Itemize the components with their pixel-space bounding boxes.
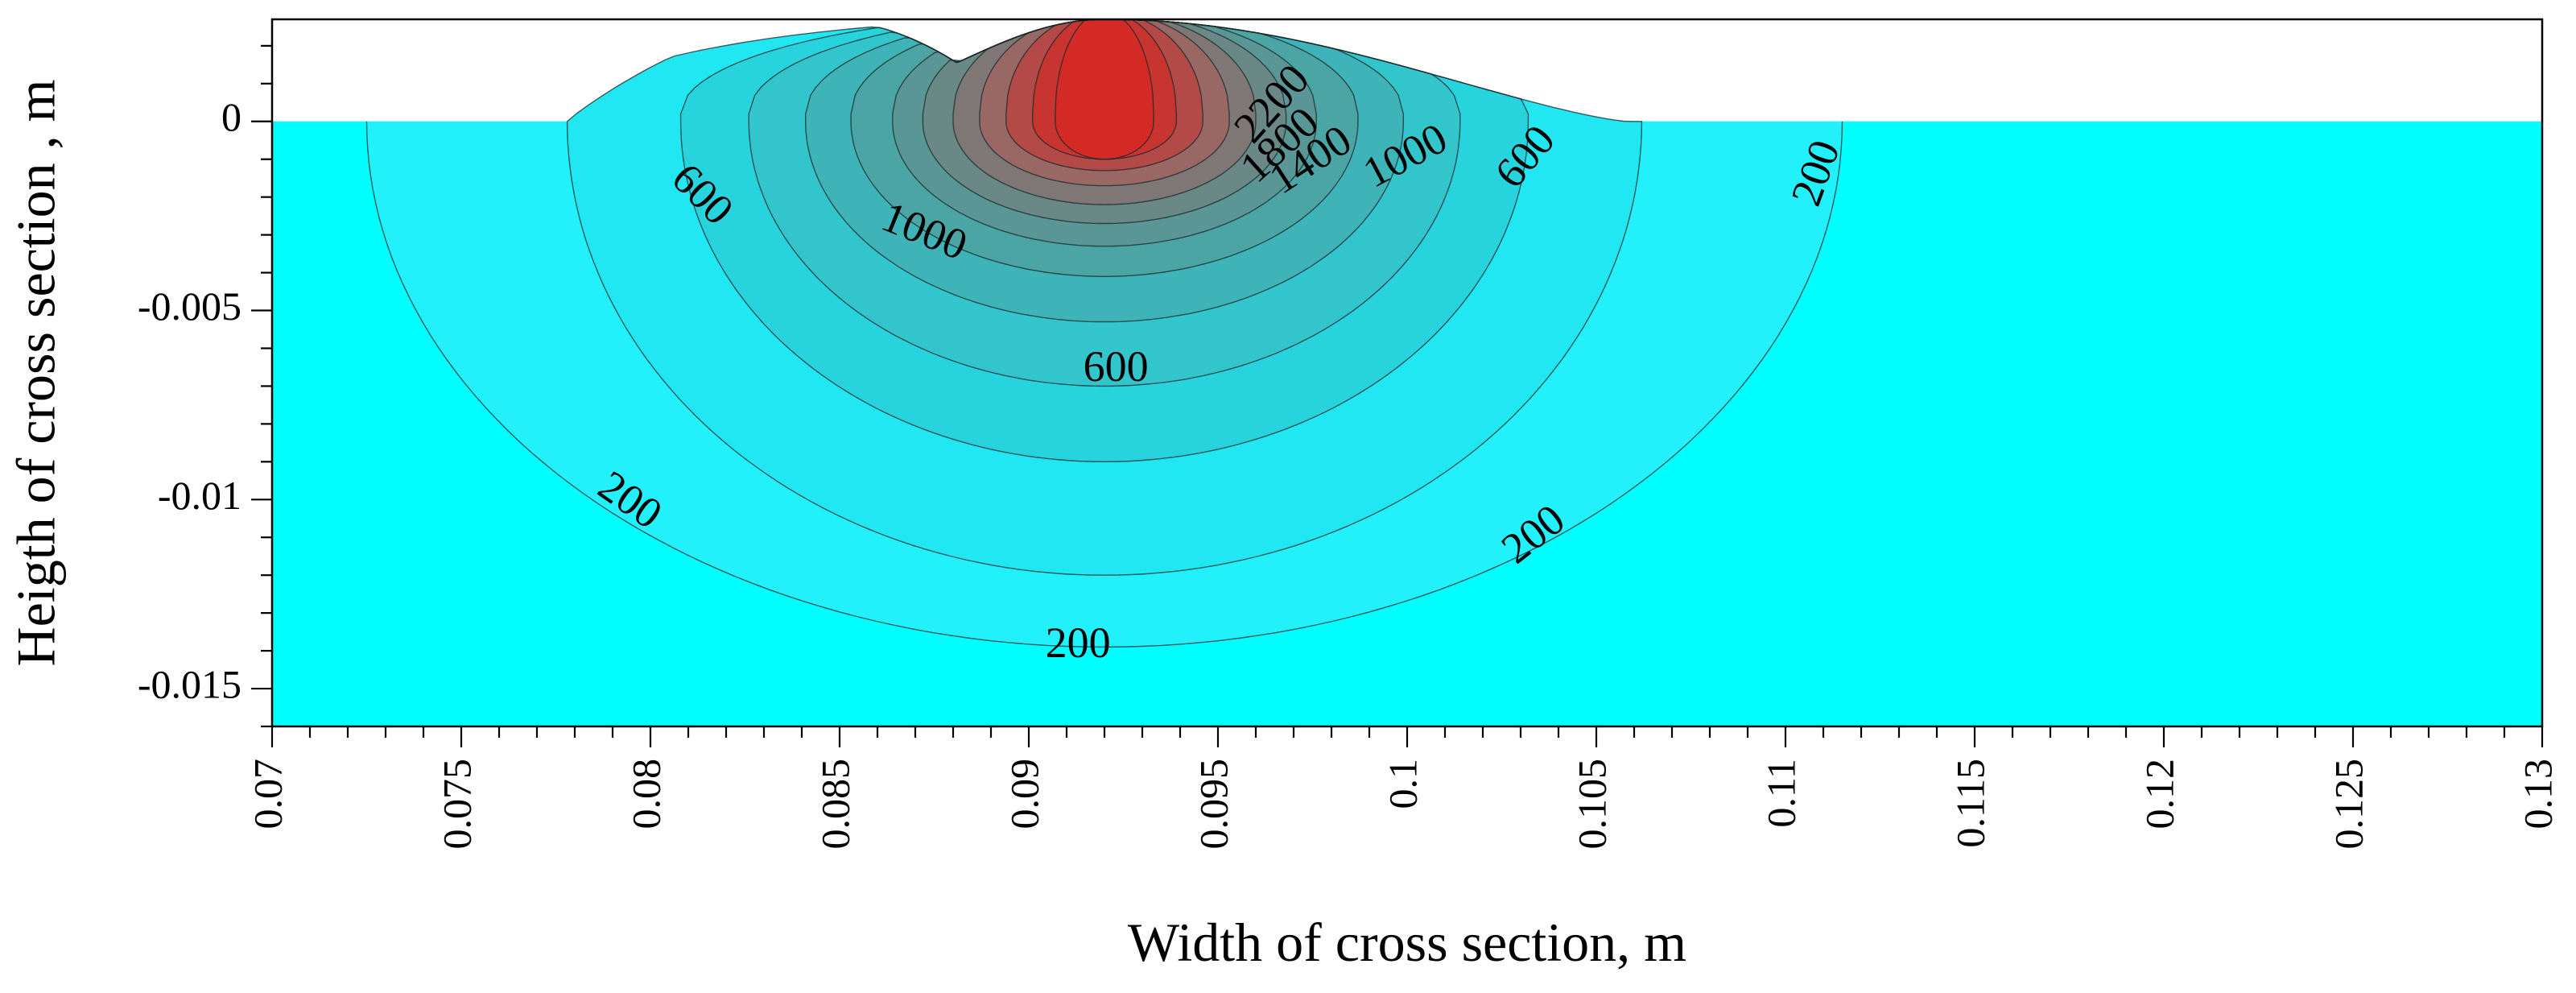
x-tick-label: 0.12 [2136, 759, 2182, 830]
x-tick-label: 0.13 [2515, 759, 2560, 830]
x-axis-title: Width of cross section, m [1128, 912, 1686, 973]
x-tick-label: 0.08 [623, 759, 668, 830]
contour-label-600: 600 [1084, 342, 1149, 391]
x-tick-label: 0.115 [1947, 759, 1992, 848]
y-axis-title: Heigth of cross section , m [6, 80, 67, 667]
x-tick-label: 0.125 [2326, 759, 2371, 850]
x-tick-label: 0.09 [1001, 759, 1046, 830]
x-tick-label: 0.075 [434, 759, 479, 850]
x-axis: 0.07 0.075 0.08 0.085 0.09 0.095 0.1 0.105 0.11 0… [245, 726, 2560, 850]
x-tick-label: 0.095 [1191, 759, 1236, 850]
x-tick-label: 0.085 [812, 759, 857, 850]
y-tick-label: -0.01 [158, 473, 242, 518]
contour-line-2000 [979, 19, 1230, 187]
x-tick-label: 0.1 [1380, 759, 1425, 809]
y-tick-label: 0 [221, 94, 242, 139]
y-tick-label: -0.015 [138, 662, 242, 707]
y-axis: 0 -0.005 -0.01 -0.015 [138, 44, 272, 728]
contour-lines [365, 19, 1843, 648]
y-tick-label: -0.005 [138, 283, 242, 329]
contour-fill-2600 [1055, 19, 1154, 159]
x-tick-label: 0.105 [1569, 759, 1614, 850]
x-tick-label: 0.11 [1758, 759, 1803, 828]
contour-line-200 [365, 121, 1843, 648]
contour-label-200: 200 [1046, 619, 1111, 667]
x-tick-label: 0.07 [245, 759, 290, 830]
